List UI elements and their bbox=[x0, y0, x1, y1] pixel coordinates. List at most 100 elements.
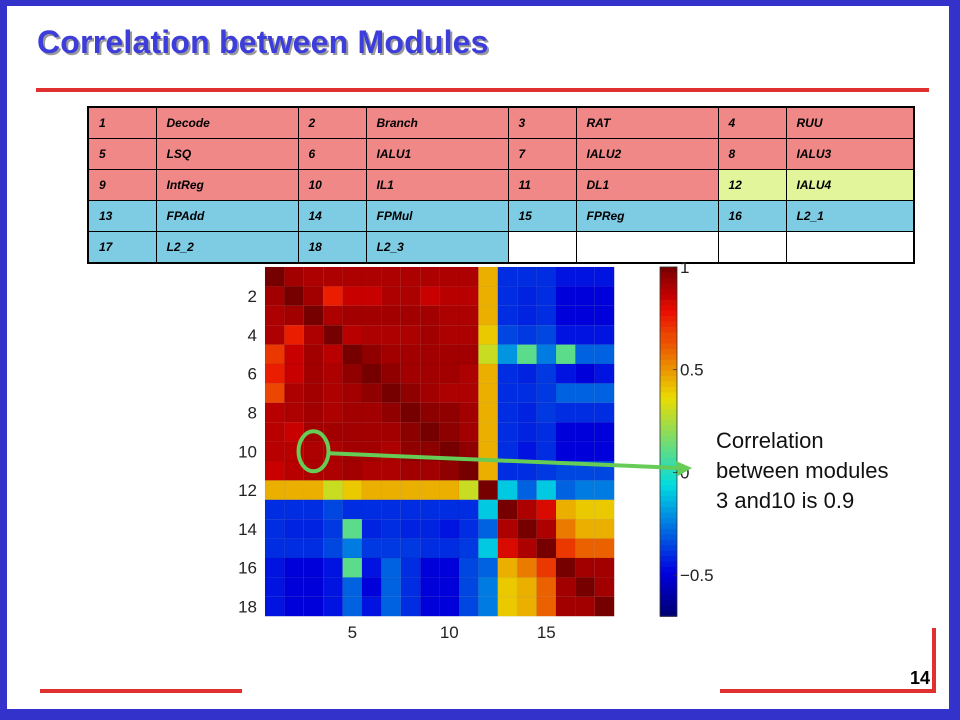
heatmap-cell bbox=[284, 402, 305, 423]
heatmap-cell bbox=[264, 286, 285, 307]
heatmap-cell bbox=[322, 596, 343, 617]
colorbar-segment bbox=[660, 397, 677, 405]
heatmap-cell bbox=[555, 266, 576, 287]
module-name-cell: FPMul bbox=[365, 199, 509, 232]
module-name-cell: Branch bbox=[365, 106, 509, 139]
module-number-cell: 8 bbox=[717, 138, 787, 170]
heatmap-cell bbox=[478, 557, 499, 578]
colorbar-segment bbox=[660, 447, 677, 454]
module-number-cell bbox=[717, 230, 787, 264]
heatmap-cell bbox=[284, 557, 305, 578]
heatmap-cell bbox=[264, 480, 285, 501]
heatmap-cell bbox=[361, 344, 382, 365]
heatmap-cell bbox=[284, 518, 305, 539]
module-name-cell: DL1 bbox=[575, 168, 719, 201]
heatmap-cell bbox=[361, 266, 382, 287]
heatmap-cell bbox=[419, 363, 440, 384]
heatmap-cell bbox=[478, 596, 499, 617]
heatmap-cell bbox=[555, 305, 576, 326]
colorbar-segment bbox=[660, 299, 677, 306]
heatmap-cell bbox=[381, 460, 402, 481]
module-name-cell: RAT bbox=[575, 106, 719, 139]
heatmap-cell bbox=[322, 499, 343, 520]
heatmap-cell bbox=[303, 557, 324, 578]
heatmap-cell bbox=[555, 577, 576, 598]
heatmap-cell bbox=[400, 538, 421, 559]
colorbar-segment bbox=[660, 267, 677, 274]
heatmap-cell bbox=[419, 538, 440, 559]
heatmap-cell bbox=[400, 441, 421, 462]
module-number-cell: 9 bbox=[87, 168, 157, 201]
colorbar-segment bbox=[660, 425, 677, 432]
heatmap-cell bbox=[322, 286, 343, 307]
heatmap-cell bbox=[400, 383, 421, 404]
heatmap-cell bbox=[439, 499, 460, 520]
heatmap-cell bbox=[303, 460, 324, 481]
y-tick-label: 2 bbox=[248, 287, 257, 306]
heatmap-cell bbox=[497, 324, 518, 345]
heatmap-cell bbox=[381, 421, 402, 442]
heatmap-cell bbox=[322, 363, 343, 384]
heatmap-cell bbox=[322, 266, 343, 287]
heatmap-cell bbox=[264, 499, 285, 520]
heatmap-cell bbox=[594, 499, 615, 520]
heatmap-cell bbox=[458, 305, 479, 326]
footer-rule-left bbox=[40, 689, 242, 693]
colorbar-segment bbox=[660, 294, 677, 301]
heatmap-cell bbox=[536, 421, 557, 442]
heatmap-cell bbox=[536, 518, 557, 539]
heatmap-cell bbox=[536, 441, 557, 462]
heatmap-cell bbox=[284, 344, 305, 365]
heatmap-cell bbox=[458, 383, 479, 404]
heatmap-cell bbox=[361, 363, 382, 384]
heatmap-cell bbox=[516, 596, 537, 617]
heatmap-cell bbox=[342, 596, 363, 617]
colorbar-segment bbox=[660, 539, 677, 546]
heatmap-cell bbox=[322, 324, 343, 345]
heatmap-cell bbox=[478, 324, 499, 345]
heatmap-cell bbox=[284, 421, 305, 442]
heatmap-cell bbox=[342, 266, 363, 287]
heatmap-cell bbox=[322, 305, 343, 326]
module-name-cell: L2_1 bbox=[785, 199, 915, 232]
x-tick-label: 5 bbox=[348, 623, 357, 642]
heatmap-cell bbox=[342, 363, 363, 384]
colorbar-segment bbox=[660, 485, 677, 492]
heatmap-cell bbox=[516, 577, 537, 598]
heatmap-cell bbox=[458, 499, 479, 520]
heatmap-cell bbox=[264, 518, 285, 539]
colorbar-segment bbox=[660, 272, 677, 279]
heatmap-cell bbox=[381, 499, 402, 520]
heatmap-cell bbox=[516, 266, 537, 287]
heatmap-cell bbox=[439, 460, 460, 481]
heatmap-cell bbox=[264, 596, 285, 617]
colorbar-segment bbox=[660, 381, 677, 388]
module-table-row: 13 FPAdd 14 FPMul 15 FPReg 16 L2_1 bbox=[87, 199, 915, 232]
heatmap-cell bbox=[381, 538, 402, 559]
heatmap-cell bbox=[458, 577, 479, 598]
y-tick-label: 4 bbox=[248, 326, 257, 345]
heatmap-cell bbox=[419, 557, 440, 578]
heatmap-cell bbox=[497, 383, 518, 404]
heatmap-cell bbox=[381, 286, 402, 307]
heatmap-cell bbox=[419, 460, 440, 481]
heatmap-cell bbox=[594, 305, 615, 326]
heatmap-cell bbox=[555, 557, 576, 578]
module-name-cell: IntReg bbox=[155, 168, 299, 201]
heatmap-cell bbox=[575, 266, 596, 287]
heatmap-cell bbox=[322, 344, 343, 365]
heatmap-cell bbox=[400, 480, 421, 501]
colorbar-tick-label: 0.5 bbox=[680, 361, 704, 380]
heatmap-cell bbox=[322, 402, 343, 423]
heatmap-cell bbox=[361, 518, 382, 539]
heatmap-cell bbox=[478, 441, 499, 462]
heatmap-cell bbox=[555, 499, 576, 520]
heatmap-cell bbox=[361, 421, 382, 442]
heatmap-cell bbox=[516, 460, 537, 481]
colorbar-segment bbox=[660, 561, 677, 568]
heatmap-cell bbox=[419, 518, 440, 539]
heatmap-cell bbox=[536, 383, 557, 404]
page-number: 14 bbox=[909, 668, 930, 688]
heatmap-cell bbox=[497, 499, 518, 520]
heatmap-cell bbox=[497, 596, 518, 617]
